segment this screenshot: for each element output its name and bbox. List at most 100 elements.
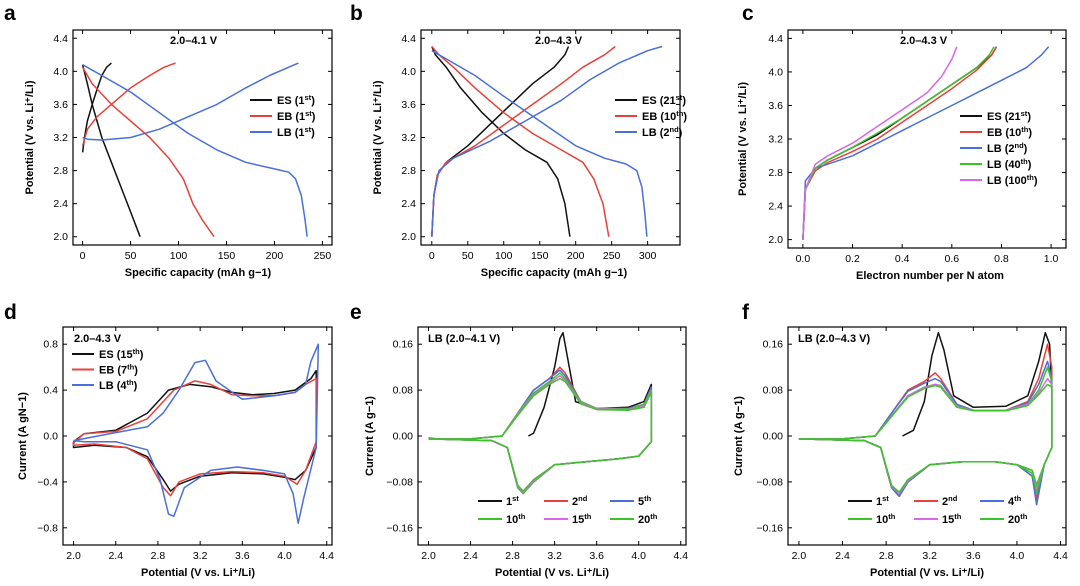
series-line-f-5 — [798, 383, 1053, 493]
legend-label: EB (1st) — [277, 109, 316, 123]
y-tick-label: 2.0 — [53, 231, 68, 243]
legend: ES (15th) EB (7th)LB (4th) — [72, 347, 144, 392]
x-tick-label: 4.0 — [631, 550, 646, 562]
legend-label: 4th — [1008, 494, 1022, 508]
x-tick-label: 250 — [314, 250, 332, 262]
x-tick-label: 4.4 — [673, 550, 688, 562]
y-tick-label: 2.8 — [768, 167, 783, 179]
series-line-f-3 — [798, 366, 1053, 495]
legend-label: ES (1st) — [277, 93, 315, 107]
x-axis-label: Specific capacity (mAh g−1) — [481, 267, 628, 279]
y-tick-label: −0.08 — [386, 476, 413, 488]
y-tick-label: 2.4 — [401, 198, 416, 210]
legend-label: 1st — [506, 494, 519, 508]
x-tick-label: 300 — [639, 250, 657, 262]
x-tick-label: 150 — [531, 250, 549, 262]
x-tick-label: 50 — [125, 250, 137, 262]
series-line-e-0 — [428, 331, 653, 495]
x-tick-label: 3.6 — [235, 550, 250, 562]
series-line-d-2 — [73, 343, 320, 524]
series-line-f-1 — [798, 343, 1053, 500]
panel-letter: a — [4, 2, 16, 25]
legend-label: 10th — [876, 512, 896, 526]
y-tick-label: 3.2 — [53, 132, 68, 144]
x-tick-label: 4.0 — [1010, 550, 1025, 562]
y-tick-label: 0.08 — [393, 385, 414, 397]
series-line-b-3 — [431, 46, 610, 237]
legend-label: EB (10th) — [987, 125, 1032, 139]
plot-frame — [417, 326, 687, 546]
legend-label: LB (4th) — [99, 378, 138, 392]
x-tick-label: 4.4 — [319, 550, 334, 562]
y-tick-label: 4.0 — [768, 66, 783, 78]
series-line-f-0 — [798, 331, 1053, 497]
x-tick-label: 0.4 — [895, 253, 910, 265]
legend-label: 1st — [876, 494, 889, 508]
y-tick-label: 0.00 — [763, 431, 784, 443]
series-line-b-4 — [431, 45, 663, 237]
voltage-range-label: LB (2.0–4.1 V) — [428, 333, 500, 345]
panel-letter: f — [742, 301, 750, 324]
y-tick-label: 0.0 — [43, 431, 58, 443]
panel-f: f 2.0 2.4 2.8 3.2 3.6 4.0 4.4 −0.16 −0.08 0.00 0.08… — [733, 301, 1068, 579]
legend-label: 15th — [942, 512, 962, 526]
legend-label: LB (40th) — [987, 157, 1032, 171]
x-tick-label: 200 — [567, 250, 585, 262]
x-tick-label: 2.4 — [463, 550, 478, 562]
y-tick-label: 4.0 — [53, 66, 68, 78]
x-tick-label: 2.8 — [151, 550, 166, 562]
x-axis-label: Specific capacity (mAh g−1) — [125, 267, 272, 279]
legend-label: LB (2nd) — [642, 125, 683, 139]
x-tick-label: 2.0 — [421, 550, 436, 562]
legend-label: 20th — [1008, 512, 1028, 526]
x-tick-label: 100 — [495, 250, 513, 262]
x-tick-label: 4.0 — [277, 550, 292, 562]
x-tick-label: 0 — [80, 250, 86, 262]
x-tick-label: 0 — [429, 250, 435, 262]
x-tick-label: 0.6 — [945, 253, 960, 265]
y-tick-label: 0.00 — [393, 431, 414, 443]
x-tick-label: 2.8 — [879, 550, 894, 562]
x-tick-label: 2.4 — [835, 550, 850, 562]
x-tick-label: 250 — [603, 250, 621, 262]
y-tick-label: 0.16 — [763, 339, 784, 351]
x-axis-label: Electron number per N atom — [856, 270, 1004, 282]
y-tick-label: 2.4 — [768, 201, 783, 213]
voltage-range-label: 2.0–4.3 V — [535, 35, 583, 47]
y-tick-label: 4.0 — [401, 66, 416, 78]
legend-label: EB (10th) — [642, 109, 687, 123]
y-tick-label: 3.6 — [53, 99, 68, 111]
series-line-a-5 — [82, 64, 308, 237]
y-tick-label: 4.4 — [53, 33, 68, 45]
series-line-e-5 — [428, 377, 653, 492]
x-tick-label: 3.6 — [966, 550, 981, 562]
y-tick-label: 2.8 — [401, 165, 416, 177]
legend: 1st 2nd 4th 10th 15th 20th — [848, 494, 1028, 526]
legend-label: 2nd — [572, 494, 588, 508]
y-tick-label: 2.0 — [768, 234, 783, 246]
x-tick-label: 3.2 — [547, 550, 562, 562]
y-tick-label: 0.16 — [393, 339, 414, 351]
y-tick-label: 0.8 — [43, 339, 58, 351]
series-line-d-1 — [72, 377, 317, 497]
panel-a: a 0 50 100 150 200 250 2.0 2.4 2.8 3.2 3.6 4.0 4.4 Spe… — [4, 2, 333, 279]
voltage-range-label: 2.0–4.1 V — [170, 35, 218, 47]
legend-label: LB (2nd) — [987, 141, 1028, 155]
y-tick-label: −0.8 — [37, 522, 58, 534]
y-tick-label: −0.4 — [37, 476, 58, 488]
y-axis-label: Current (A g−1) — [364, 396, 376, 476]
y-tick-label: 3.6 — [401, 99, 416, 111]
legend-label: EB (7th) — [99, 363, 138, 377]
y-axis-label: Potential (V vs. Li⁺/Li) — [372, 80, 384, 194]
panel-d: d 2.0 2.4 2.8 3.2 3.6 4.0 4.4 −0.8 −0.4 0.0 0.4 0.8 P… — [4, 301, 334, 579]
series-line-c-1 — [802, 46, 998, 240]
x-tick-label: 3.2 — [922, 550, 937, 562]
panel-b: b 0 50 100 150 200 250 300 2.0 2.4 2.8 3.2 3.6 4.0 4.4… — [350, 2, 687, 279]
series-line-c-0 — [802, 46, 998, 240]
legend-label: ES (15th) — [99, 347, 144, 361]
panel-c: c 0.0 0.2 0.4 0.6 0.8 1.0 2.0 2.4 2.8 3.2 3.6 4.0 4.4… — [737, 2, 1067, 282]
x-axis-label: Potential (V vs. Li⁺/Li) — [870, 567, 984, 579]
y-axis-label: Potential (V vs. Li⁺/Li) — [737, 82, 749, 196]
y-tick-label: 2.8 — [53, 165, 68, 177]
legend-label: ES (21st) — [987, 109, 1031, 123]
